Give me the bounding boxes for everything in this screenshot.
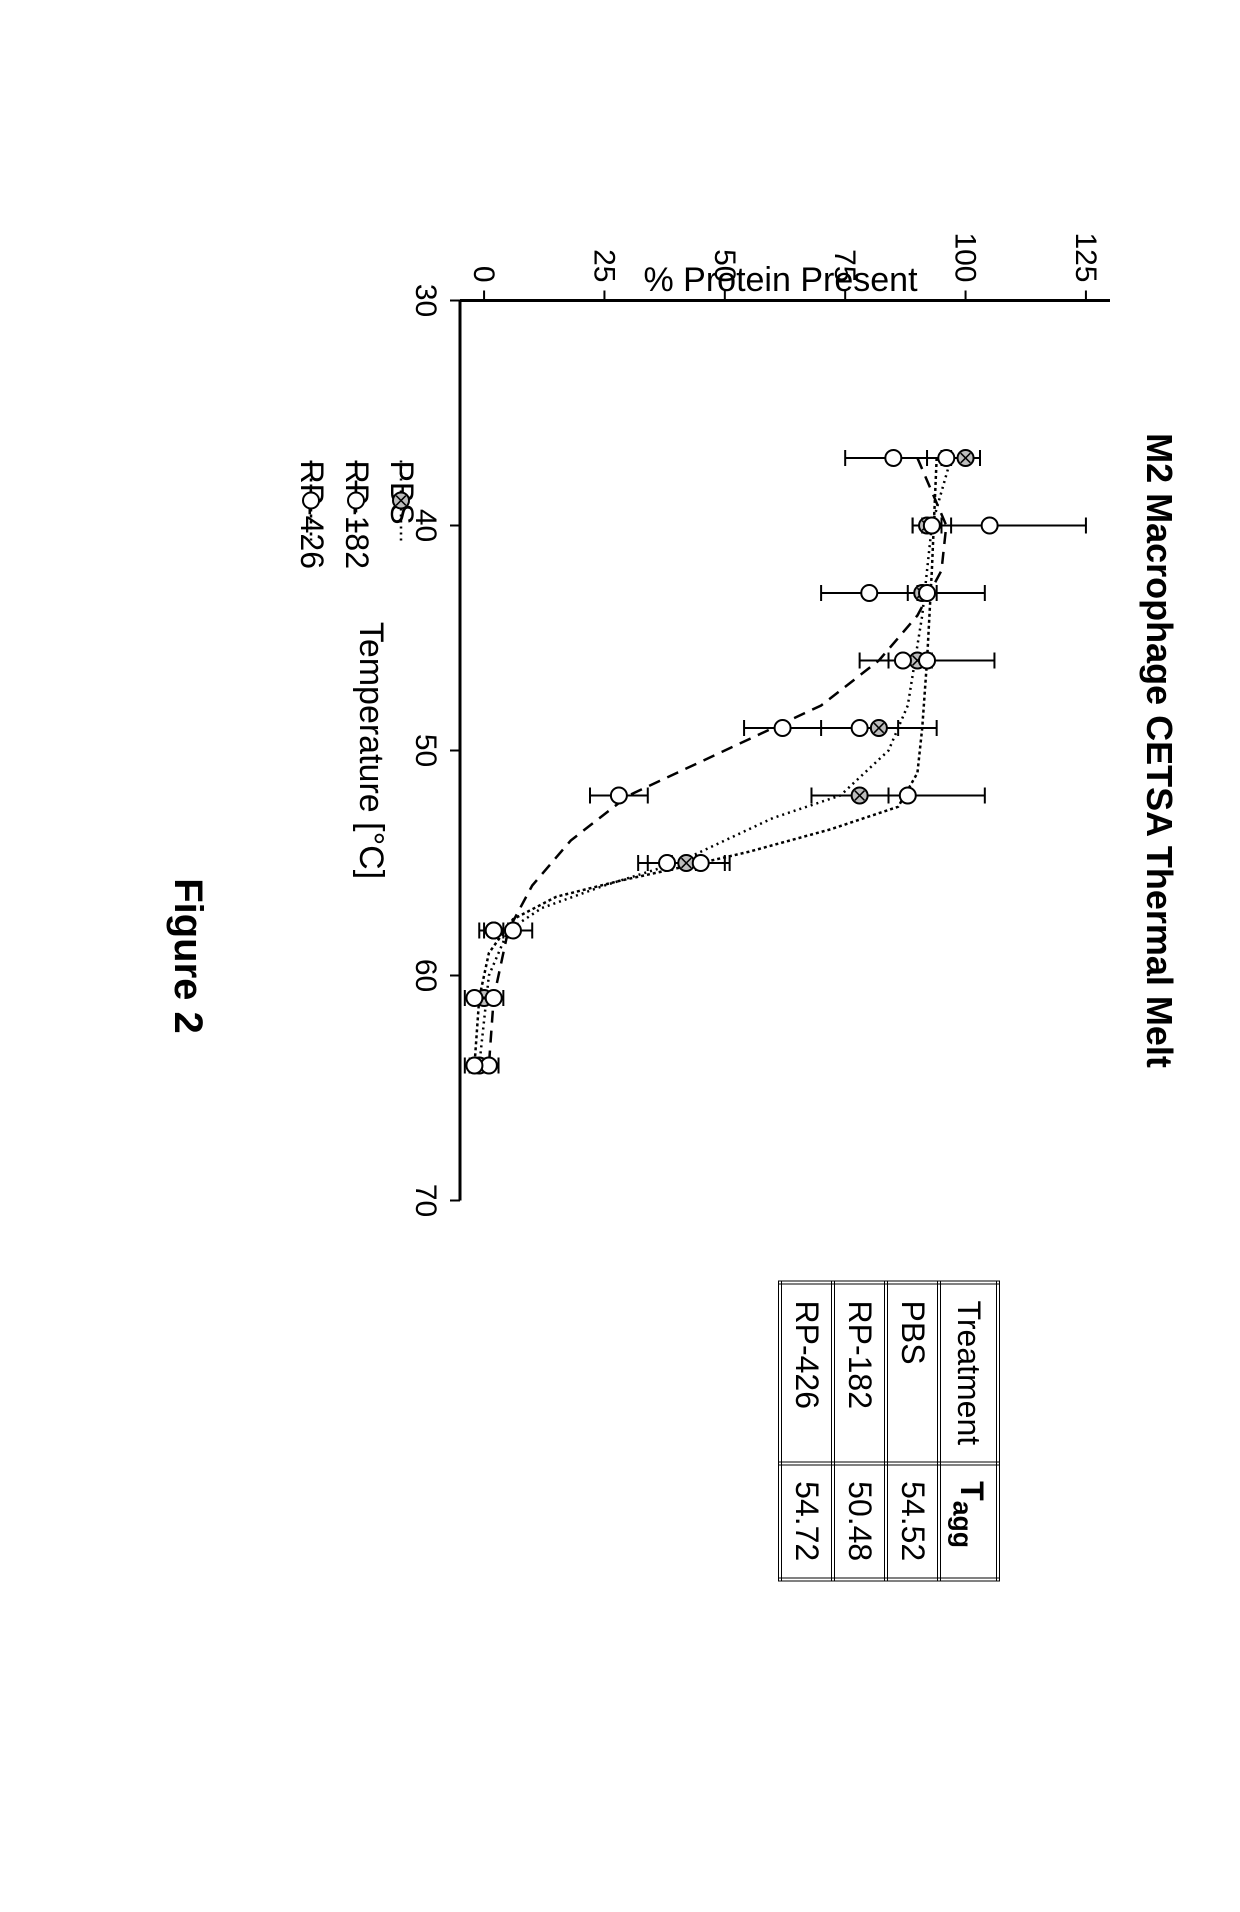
figure-caption: Figure 2	[165, 1, 210, 1912]
table-header-tagg: Tagg	[939, 1463, 998, 1579]
svg-text:100: 100	[949, 232, 982, 282]
legend-item-pbs: PBS	[383, 461, 420, 570]
rotated-figure-container: M2 Macrophage CETSA Thermal Melt 3040506…	[0, 1, 1240, 1912]
tagg-table: TreatmentTaggPBS54.52RP-18250.48RP-42654…	[778, 1281, 1000, 1582]
svg-text:125: 125	[1069, 232, 1102, 282]
table-row: RP-18250.48	[833, 1283, 886, 1580]
svg-text:0: 0	[467, 266, 500, 283]
svg-text:30: 30	[409, 284, 442, 317]
legend: PBSRP-182RP-426	[285, 461, 420, 570]
svg-text:60: 60	[409, 959, 442, 992]
table-header-treatment: Treatment	[939, 1283, 998, 1464]
svg-text:50: 50	[409, 734, 442, 767]
table-row: RP-42654.72	[780, 1283, 833, 1580]
legend-item-rp-426: RP-426	[293, 461, 330, 570]
table-row: PBS54.52	[886, 1283, 939, 1580]
svg-text:70: 70	[409, 1184, 442, 1217]
legend-item-rp-182: RP-182	[338, 461, 375, 570]
svg-text:25: 25	[587, 249, 620, 282]
y-axis-label: % Protein Present	[631, 261, 931, 300]
x-axis-label: Temperature [°C]	[351, 301, 390, 1201]
